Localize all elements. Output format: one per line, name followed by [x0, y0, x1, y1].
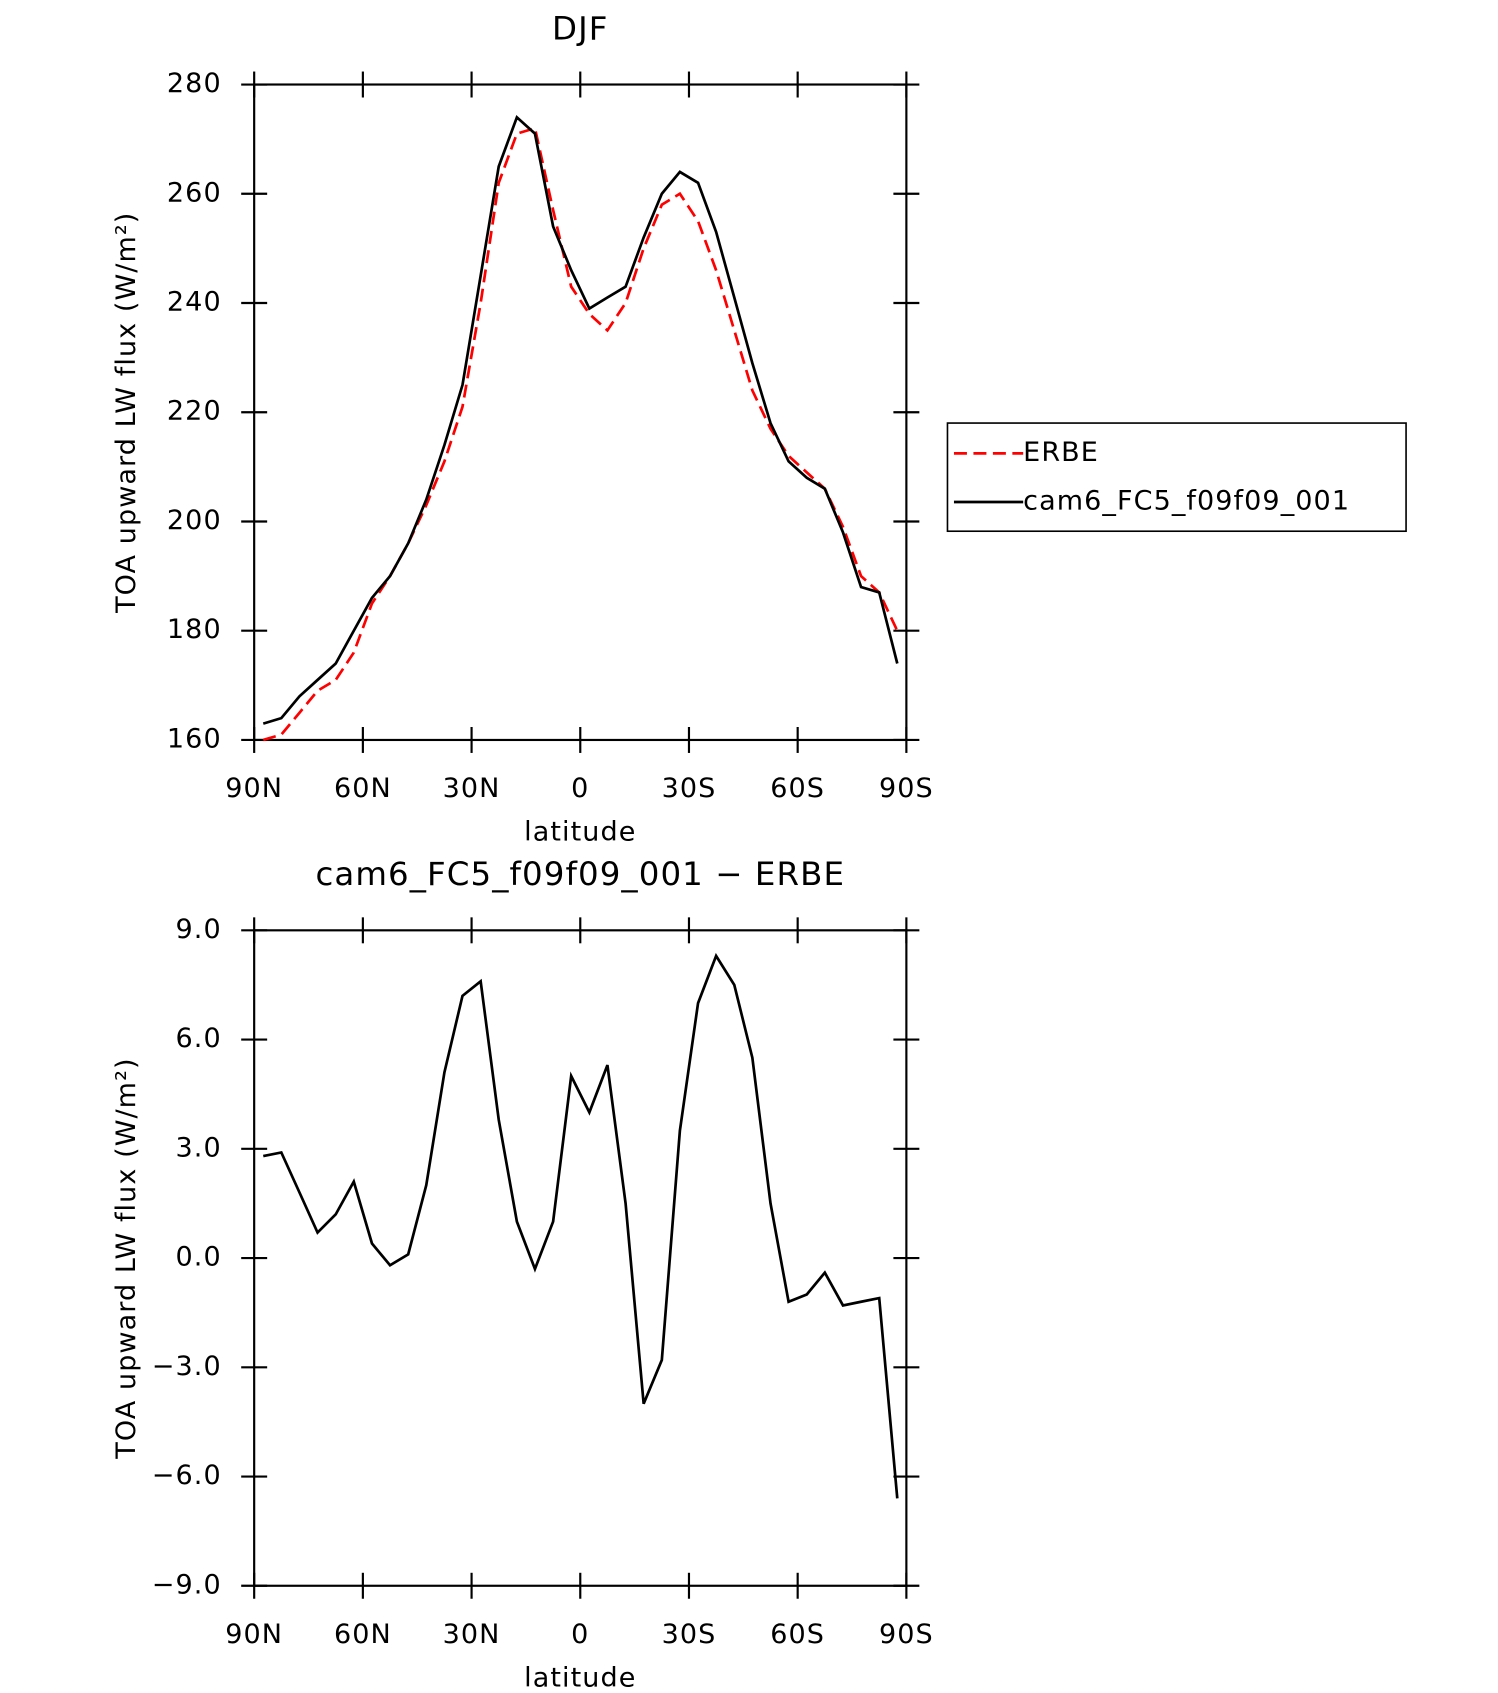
y-tick-label: −3.0	[152, 1351, 222, 1382]
chart-title: cam6_FC5_f09f09_001 − ERBE	[315, 855, 845, 893]
y-tick-label: −9.0	[152, 1569, 222, 1600]
legend-label: ERBE	[1023, 437, 1099, 468]
y-tick-label: 260	[167, 177, 222, 208]
plot-frame	[253, 929, 908, 1587]
x-tick-label: 0	[571, 773, 589, 804]
y-tick-label: 240	[167, 287, 222, 318]
plot-frame	[253, 83, 908, 742]
data-line	[262, 952, 899, 1499]
legend-box	[946, 422, 1407, 533]
y-tick-label: 9.0	[176, 914, 222, 945]
y-axis-label: TOA upward LW flux (W/m²)	[111, 212, 142, 614]
x-tick-label: 90S	[879, 1619, 934, 1650]
data-line	[262, 114, 899, 725]
y-tick-label: 160	[167, 723, 222, 754]
y-tick-label: 180	[167, 614, 222, 645]
x-tick-label: 90N	[225, 773, 283, 804]
y-tick-label: 0.0	[176, 1242, 222, 1273]
x-tick-label: 60S	[770, 773, 825, 804]
x-axis-label: latitude	[524, 1662, 636, 1693]
x-tick-label: 60S	[770, 1619, 825, 1650]
x-tick-label: 30S	[662, 773, 717, 804]
x-tick-label: 30S	[662, 1619, 717, 1650]
y-tick-label: 6.0	[176, 1023, 222, 1054]
y-tick-label: 200	[167, 505, 222, 536]
x-tick-label: 60N	[334, 1619, 392, 1650]
x-tick-label: 30N	[443, 773, 501, 804]
y-tick-label: 220	[167, 396, 222, 427]
x-axis-label: latitude	[524, 816, 636, 847]
y-axis-label: TOA upward LW flux (W/m²)	[111, 1057, 142, 1459]
chart-title: DJF	[552, 9, 608, 47]
x-tick-label: 90N	[225, 1619, 283, 1650]
data-line	[262, 126, 899, 742]
legend-label: cam6_FC5_f09f09_001	[1023, 486, 1350, 517]
x-tick-label: 0	[571, 1619, 589, 1650]
x-tick-label: 30N	[443, 1619, 501, 1650]
y-tick-label: −6.0	[152, 1460, 222, 1491]
y-tick-label: 280	[167, 68, 222, 99]
y-tick-label: 3.0	[176, 1132, 222, 1163]
x-tick-label: 60N	[334, 773, 392, 804]
x-tick-label: 90S	[879, 773, 934, 804]
